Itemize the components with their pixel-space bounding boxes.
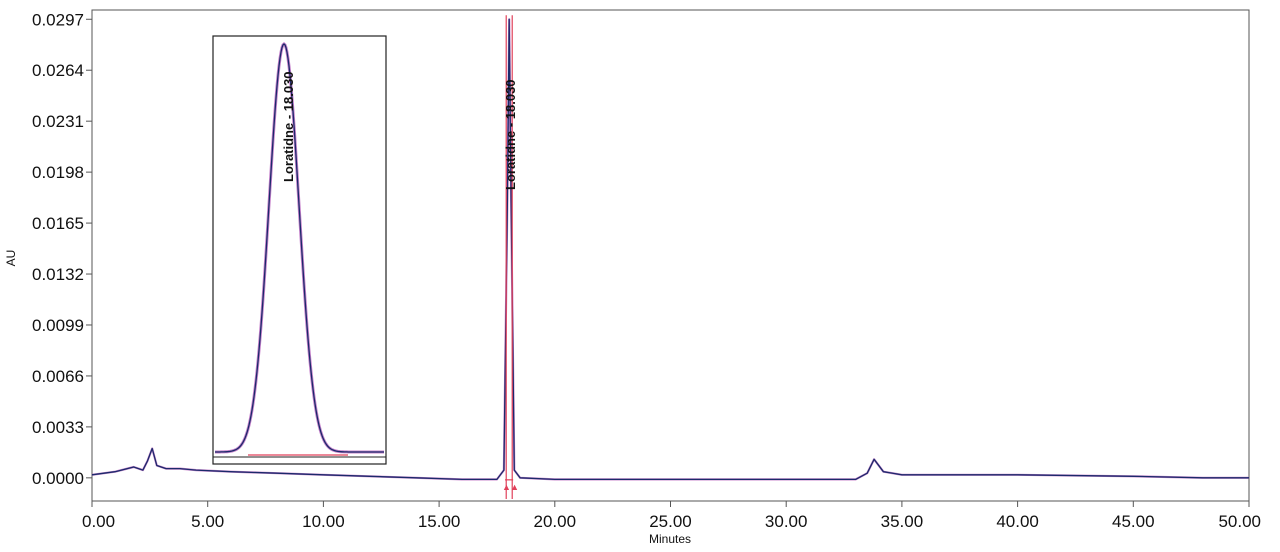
chromatogram-trace bbox=[91, 18, 1249, 481]
x-tick-label: 45.00 bbox=[1112, 512, 1155, 531]
x-axis-ticks: 0.00 5.00 10.00 15.00 20.00 25.00 30.00 35.00 40… bbox=[82, 501, 1261, 531]
x-tick-label: 0.00 bbox=[82, 512, 115, 531]
inset-traces bbox=[213, 41, 386, 458]
x-tick-label: 35.00 bbox=[881, 512, 924, 531]
x-tick-label: 15.00 bbox=[418, 512, 461, 531]
y-tick-label: 0.0099 bbox=[32, 316, 84, 335]
x-tick-label: 40.00 bbox=[996, 512, 1039, 531]
x-tick-label: 30.00 bbox=[765, 512, 808, 531]
y-axis-ticks: 0.0000 0.0033 0.0066 0.0099 0.0132 0.0165 0.01… bbox=[32, 10, 92, 488]
peak-start-marker: ▲ bbox=[502, 482, 511, 492]
inset-zoom-panel: Loratidne - 18.030 bbox=[212, 35, 387, 465]
y-tick-label: 0.0231 bbox=[32, 112, 84, 131]
peak-markers: ▲ ▲ bbox=[502, 15, 519, 499]
x-tick-label: 10.00 bbox=[302, 512, 345, 531]
x-tick-label: 5.00 bbox=[191, 512, 224, 531]
y-tick-label: 0.0033 bbox=[32, 418, 84, 437]
x-tick-label: 20.00 bbox=[534, 512, 577, 531]
peak-label: Loratidne - 18.030 bbox=[503, 79, 518, 190]
y-tick-label: 0.0066 bbox=[32, 367, 84, 386]
y-tick-label: 0.0264 bbox=[32, 61, 84, 80]
x-tick-label: 25.00 bbox=[649, 512, 692, 531]
x-axis-title: Minutes bbox=[649, 532, 691, 546]
peak-end-marker: ▲ bbox=[510, 482, 519, 492]
x-tick-label: 50.00 bbox=[1218, 512, 1261, 531]
chromatogram-traces bbox=[91, 18, 1249, 481]
y-tick-label: 0.0000 bbox=[32, 469, 84, 488]
y-tick-label: 0.0297 bbox=[32, 10, 84, 29]
inset-peak-label: Loratidne - 18.030 bbox=[281, 71, 296, 182]
inset-frame bbox=[212, 35, 387, 465]
inset-trace bbox=[215, 43, 384, 453]
y-axis-title: AU bbox=[4, 250, 18, 267]
y-tick-label: 0.0132 bbox=[32, 265, 84, 284]
y-tick-label: 0.0165 bbox=[32, 214, 84, 233]
y-tick-label: 0.0198 bbox=[32, 163, 84, 182]
